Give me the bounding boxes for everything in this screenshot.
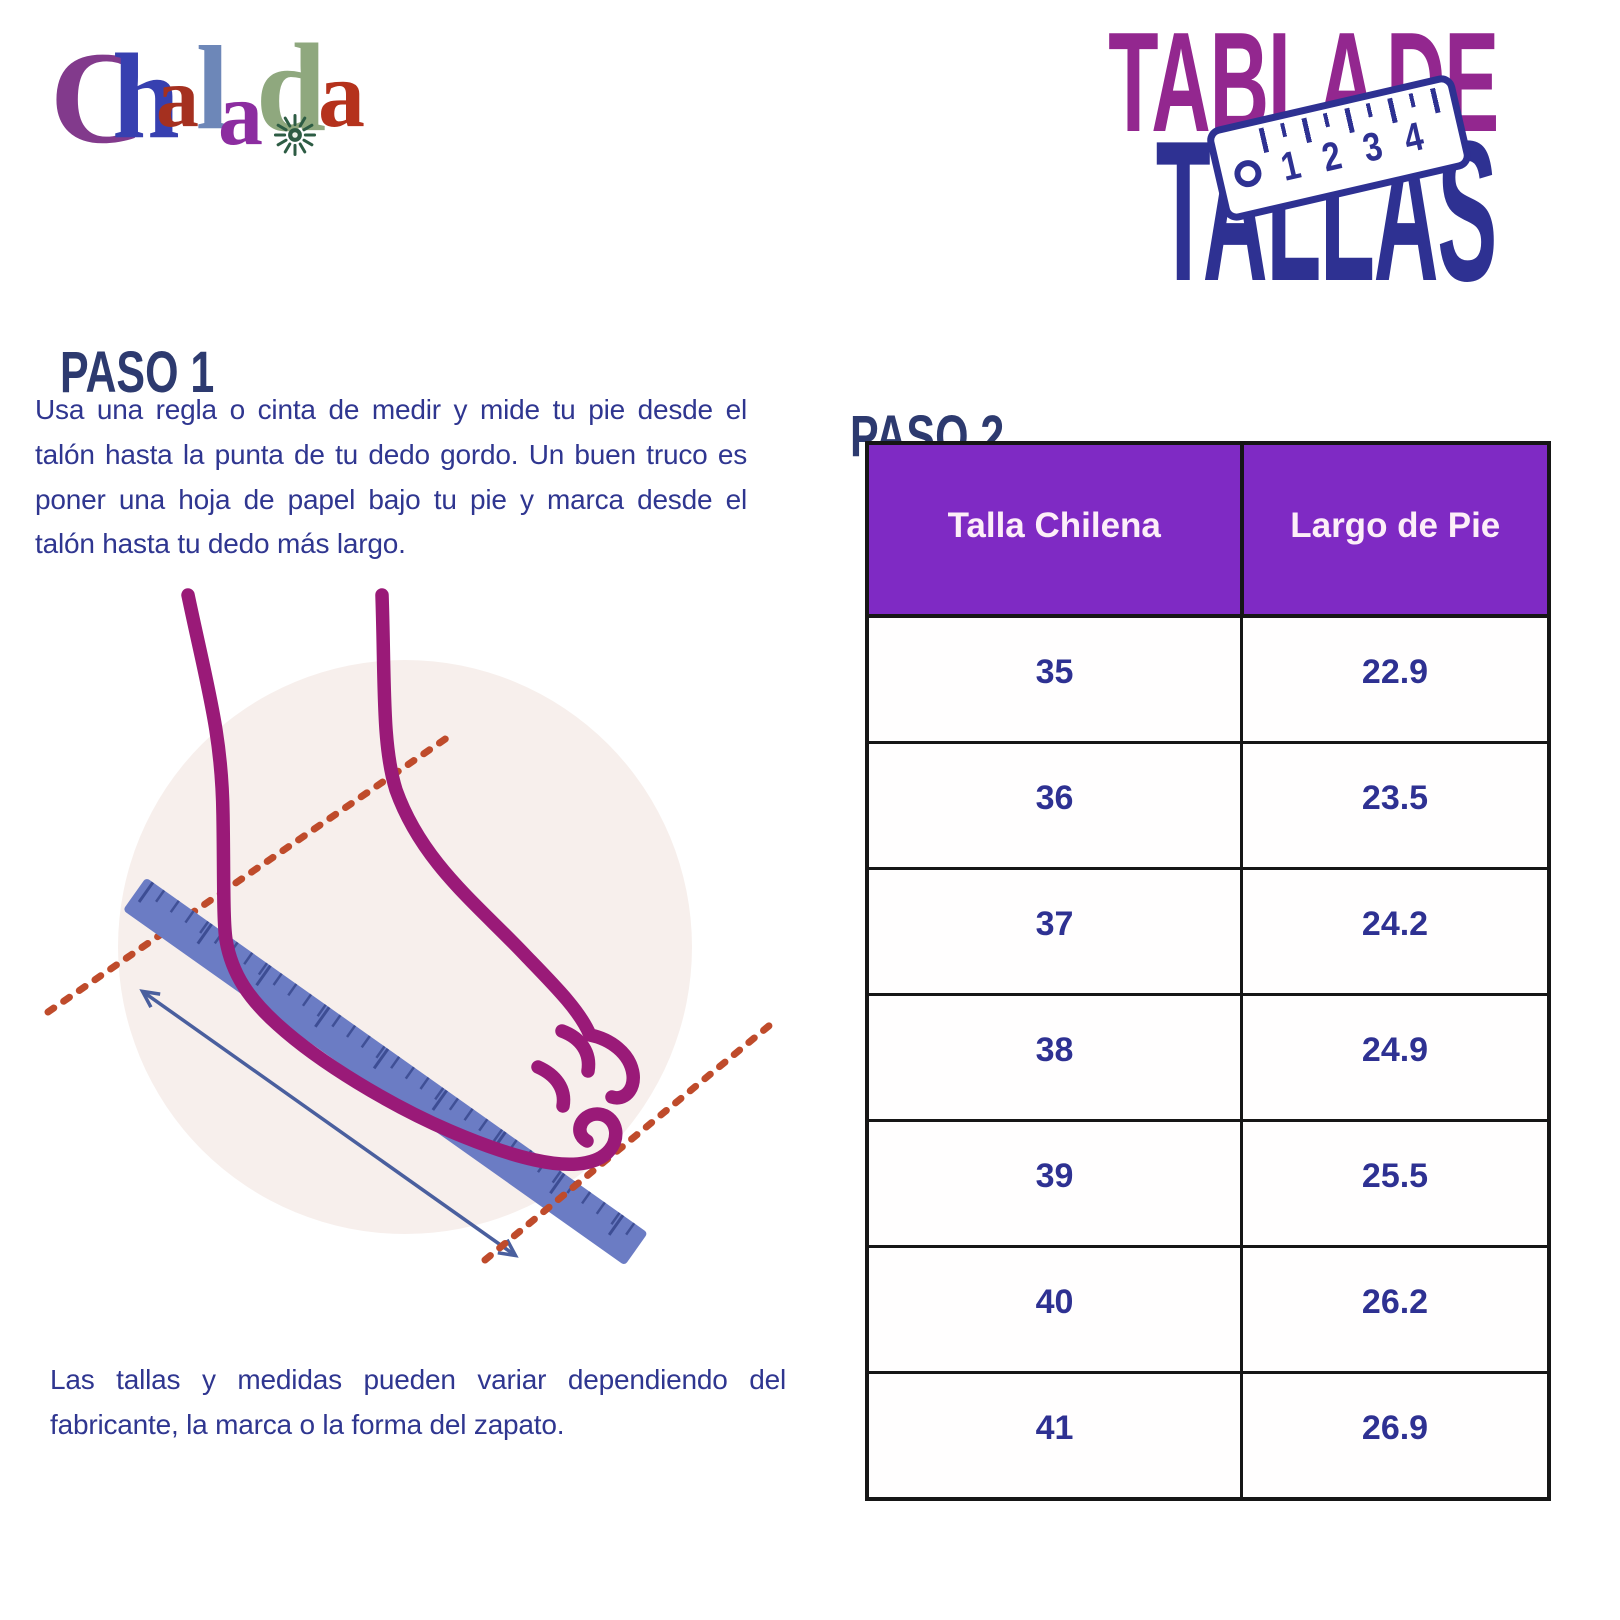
step1-heading: PASO 1 [60, 340, 215, 406]
foot-outline [181, 588, 640, 1172]
table-cell: 25.5 [1240, 1119, 1551, 1248]
ruler-number: 3 [1358, 123, 1387, 171]
measure-arrow [139, 989, 519, 1258]
table-cell: 39 [865, 1119, 1243, 1248]
size-table-body: 35 22.9 36 23.5 37 24.2 38 24.9 39 25.5 40 26.2 41 26… [865, 614, 1551, 1501]
table-cell: 24.2 [1240, 867, 1551, 996]
column-header-talla-chilena: Talla Chilena [865, 441, 1244, 618]
ruler-number: 4 [1399, 114, 1428, 162]
table-cell: 36 [865, 741, 1243, 870]
table-cell: 24.9 [1240, 993, 1551, 1122]
table-row: 37 24.2 [865, 867, 1551, 996]
table-row: 38 24.9 [865, 993, 1551, 1122]
table-cell: 26.9 [1240, 1371, 1551, 1501]
table-cell: 37 [865, 867, 1243, 996]
step1-instructions: Usa una regla o cinta de medir y mide tu… [35, 394, 747, 560]
illustration-background-circle [118, 660, 692, 1234]
table-cell: 41 [865, 1371, 1243, 1501]
toe-guide-dotted-line [481, 1021, 774, 1264]
table-row: 35 22.9 [865, 614, 1551, 744]
column-header-largo-de-pie: Largo de Pie [1239, 441, 1551, 618]
table-cell: 23.5 [1240, 741, 1551, 870]
logo-letter: a [318, 43, 365, 147]
logo-letter: a [156, 49, 199, 145]
table-cell: 38 [865, 993, 1243, 1122]
heel-guide-dotted-line [44, 729, 458, 1016]
foot-measurement-illustration [44, 588, 774, 1264]
table-row: 39 25.5 [865, 1119, 1551, 1248]
table-header-row: Talla Chilena Largo de Pie [865, 441, 1551, 618]
table-cell: 40 [865, 1245, 1243, 1374]
ruler-hole-icon [1231, 157, 1265, 190]
logo-letter: C [50, 24, 146, 171]
table-cell: 35 [865, 614, 1243, 744]
ruler-graphic [124, 879, 647, 1264]
logo-letter: l [196, 21, 230, 154]
flower-icon [273, 113, 317, 157]
size-table: Talla Chilena Largo de Pie 35 22.9 36 23.5 3… [865, 441, 1551, 1501]
table-row: 40 26.2 [865, 1245, 1551, 1374]
logo-letter: a [218, 65, 263, 164]
brand-logo: C h a l a d a [50, 26, 390, 176]
table-cell: 22.9 [1240, 614, 1551, 744]
table-row: 41 26.9 [865, 1371, 1551, 1501]
size-table-header: Talla Chilena Largo de Pie [865, 441, 1551, 618]
table-cell: 26.2 [1240, 1245, 1551, 1374]
ruler-number: 1 [1277, 142, 1305, 190]
disclaimer-text: Las tallas y medidas pueden variar depen… [50, 1364, 786, 1440]
logo-letter: h [112, 29, 180, 164]
table-row: 36 23.5 [865, 741, 1551, 870]
ruler-number: 2 [1317, 133, 1346, 181]
